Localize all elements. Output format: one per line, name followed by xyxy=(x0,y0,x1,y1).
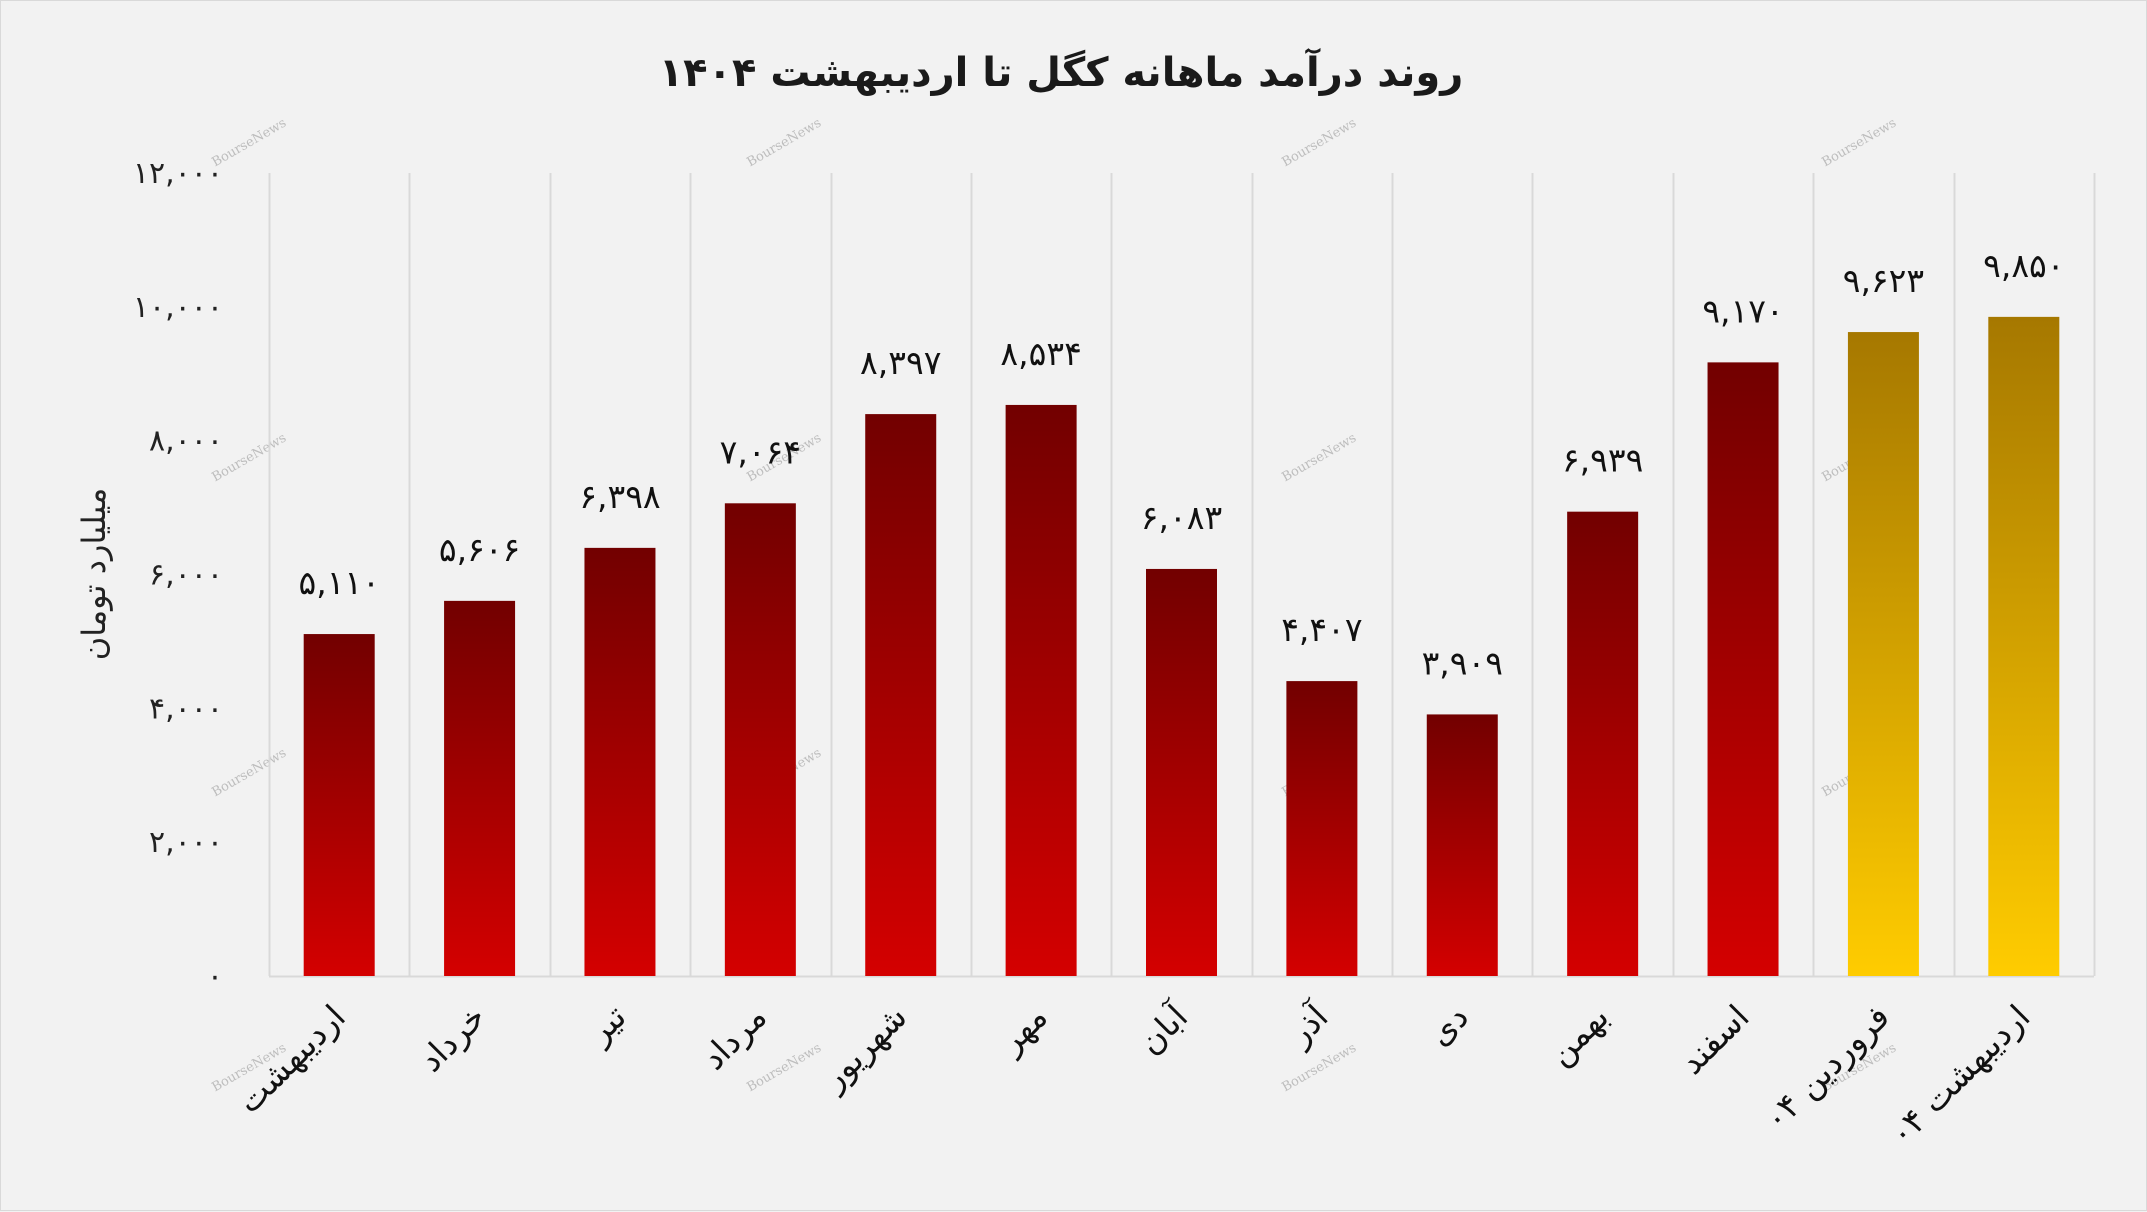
bar xyxy=(1567,511,1639,976)
data-label: ۹,۸۵۰ xyxy=(1983,246,2064,285)
bar xyxy=(1426,714,1498,976)
x-axis-ticks: اردیبهشت خرداد تیر مرداد شهریور مهر آبان آذر دی ب… xyxy=(229,996,2037,1154)
data-label: ۶,۰۸۳ xyxy=(1141,498,1222,537)
y-axis-ticks: ۰ ۲,۰۰۰ ۴,۰۰۰ ۶,۰۰۰ ۸,۰۰۰ ۱۰,۰۰۰ ۱۲,۰۰۰ xyxy=(133,156,223,994)
data-label: ۹,۱۷۰ xyxy=(1702,291,1783,330)
watermark-text: BourseNews xyxy=(209,746,289,801)
bar xyxy=(1286,681,1358,976)
data-label: ۶,۹۳۹ xyxy=(1562,441,1643,480)
bar xyxy=(444,600,516,976)
bar xyxy=(1707,362,1779,977)
data-label: ۷,۰۶۴ xyxy=(720,432,801,471)
data-label: ۹,۶۲۳ xyxy=(1843,261,1924,300)
x-tick-label: اردیبهشت xyxy=(229,997,353,1121)
chart-title: روند درآمد ماهانه کگل تا اردیبهشت ۱۴۰۴ xyxy=(659,47,1464,96)
data-label: ۸,۵۳۴ xyxy=(1000,334,1081,373)
bar xyxy=(1988,316,2060,976)
data-label: ۵,۶۰۶ xyxy=(439,530,520,569)
x-tick-label: مهر xyxy=(990,997,1055,1062)
data-label: ۳,۹۰۹ xyxy=(1422,643,1503,682)
watermark-text: BourseNews xyxy=(1819,116,1899,171)
x-tick-label: اردیبهشت ۰۴ xyxy=(1881,997,2037,1153)
bar xyxy=(1847,332,1919,976)
x-tick-label: آبان xyxy=(1130,996,1196,1062)
x-tick-label: مرداد xyxy=(694,997,774,1077)
y-tick-label: ۱۲,۰۰۰ xyxy=(133,156,223,191)
bar xyxy=(1005,404,1077,976)
watermark-text: BourseNews xyxy=(744,116,824,171)
y-axis-label: میلیارد تومان xyxy=(75,488,113,661)
watermark-text: BourseNews xyxy=(744,1041,824,1096)
x-tick-label: اسفند xyxy=(1672,997,1757,1082)
y-tick-label: ۲,۰۰۰ xyxy=(149,825,223,860)
bars xyxy=(303,316,2060,977)
bar xyxy=(303,634,375,976)
y-tick-label: ۱۰,۰۰۰ xyxy=(133,290,223,325)
x-tick-label: خرداد xyxy=(411,997,493,1079)
x-tick-label: آذر xyxy=(1278,996,1336,1054)
x-tick-label: بهمن xyxy=(1540,997,1616,1073)
bar xyxy=(584,547,656,976)
x-tick-label: شهریور xyxy=(812,997,914,1099)
data-label: ۴,۴۰۷ xyxy=(1281,610,1362,649)
y-tick-label: ۶,۰۰۰ xyxy=(149,558,223,593)
bar xyxy=(724,503,796,976)
watermark-text: BourseNews xyxy=(1279,431,1359,486)
x-tick-label: دی xyxy=(1420,997,1476,1053)
x-tick-label: تیر xyxy=(578,997,633,1052)
watermark-text: BourseNews xyxy=(1279,1041,1359,1096)
watermark-text: BourseNews xyxy=(1279,116,1359,171)
bar xyxy=(865,414,937,977)
data-label: ۸,۳۹۷ xyxy=(860,343,941,382)
y-tick-label: ۸,۰۰۰ xyxy=(149,424,223,459)
bar xyxy=(1146,568,1217,976)
y-tick-label: ۰ xyxy=(207,959,223,994)
x-tick-label: فروردین ۰۴ xyxy=(1756,997,1897,1138)
data-label: ۶,۳۹۸ xyxy=(579,477,660,516)
y-tick-label: ۴,۰۰۰ xyxy=(149,691,223,726)
data-labels: ۵,۱۱۰ ۵,۶۰۶ ۶,۳۹۸ ۷,۰۶۴ ۸,۳۹۷ ۸,۵۳۴ ۶,۰۸۳ ۴,۴۰۷… xyxy=(298,246,2064,683)
data-label: ۵,۱۱۰ xyxy=(298,563,379,602)
grid-lines xyxy=(268,173,2096,978)
